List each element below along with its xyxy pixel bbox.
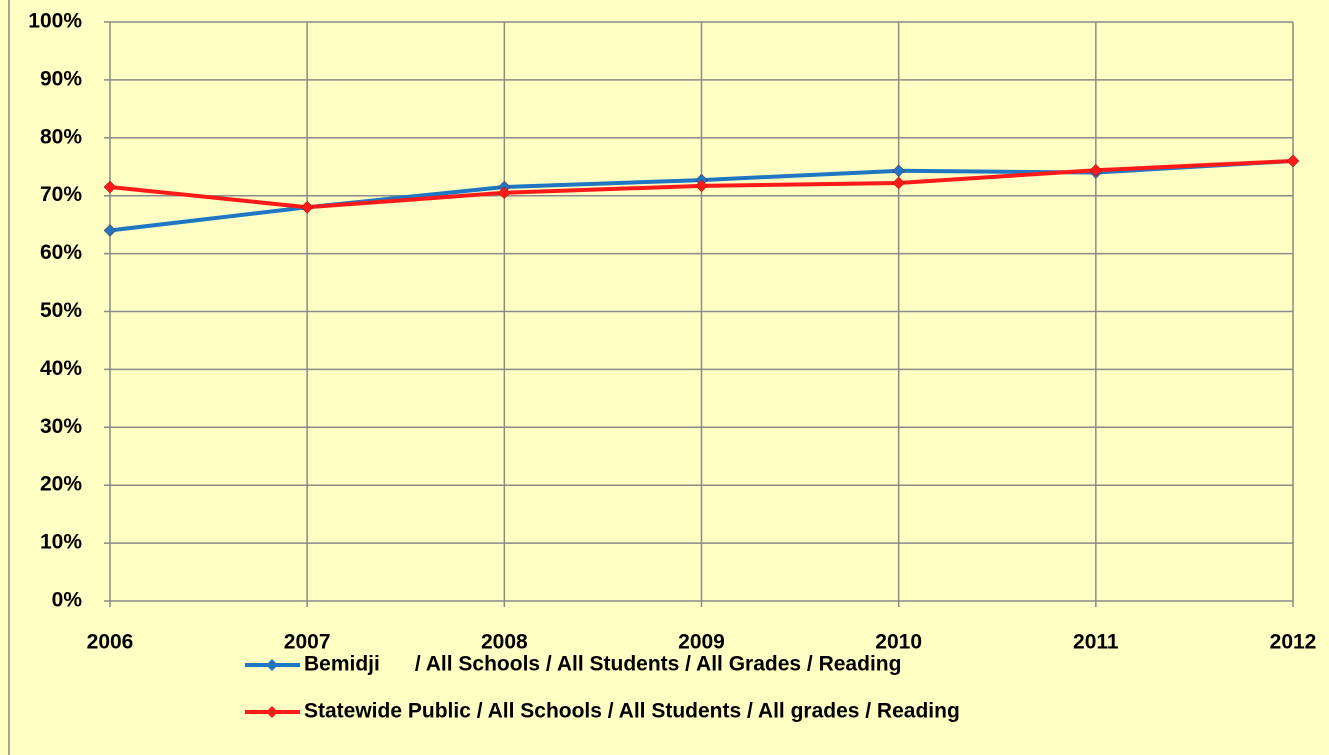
y-tick-label: 40% [40,357,82,380]
y-tick-label: 70% [40,183,82,206]
y-tick-label: 50% [40,299,82,322]
point-marker [892,176,906,190]
point-marker [103,180,117,194]
y-tick-label: 90% [40,67,82,90]
x-tick-label: 2010 [875,631,922,654]
point-marker [1089,163,1103,177]
y-tick-label: 60% [40,241,82,264]
y-tick-label: 20% [40,473,82,496]
legend-label: Bemidji / All Schools / All Students / A… [304,653,901,676]
x-tick-label: 2011 [1073,631,1119,654]
y-tick-label: 10% [40,531,82,554]
x-tick-label: 2007 [284,631,331,654]
point-marker [1286,154,1300,168]
x-tick-label: 2009 [678,631,725,654]
point-marker [695,179,708,193]
y-tick-label: 100% [28,10,82,33]
legend-label: Statewide Public / All Schools / All Stu… [304,700,960,723]
point-marker [300,200,314,214]
legend-marker [266,706,278,718]
x-tick-label: 2012 [1270,631,1317,654]
y-tick-label: 80% [40,125,82,148]
legend-marker [266,659,278,671]
x-tick-label: 2006 [87,631,134,654]
y-tick-label: 0% [52,589,83,612]
x-tick-label: 2008 [481,631,528,654]
point-marker [497,186,511,200]
point-marker [103,224,117,237]
y-tick-label: 30% [40,415,82,438]
